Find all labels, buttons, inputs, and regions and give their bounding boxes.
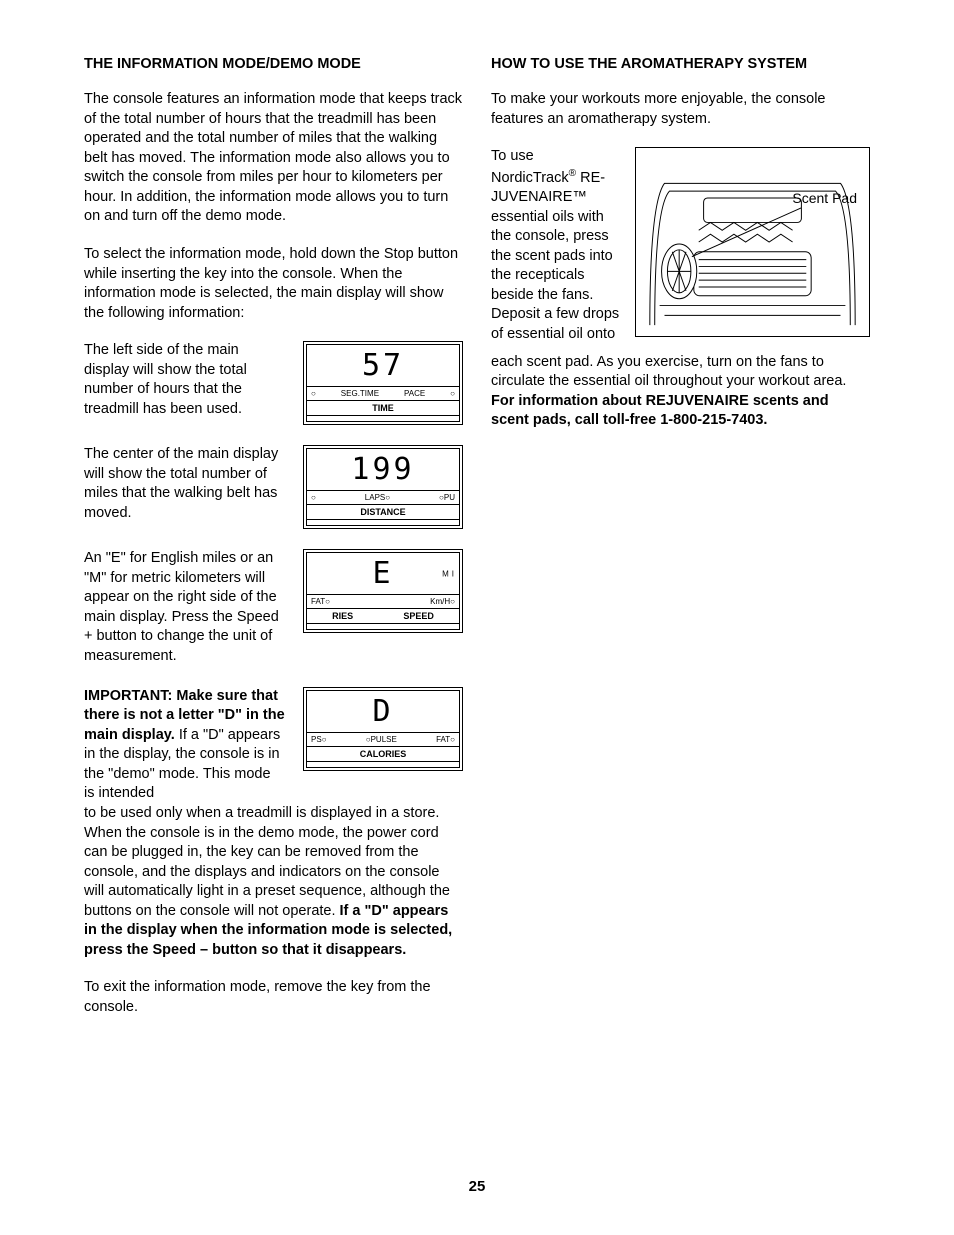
right-column: HOW TO USE THE AROMATHERAPY SYSTEM To ma… xyxy=(491,56,870,1036)
lcd3-left: FAT xyxy=(311,597,325,606)
aroma-text: To use NordicTrack® RE-JUVENAIRE™ essent… xyxy=(491,147,621,344)
left-p2: To select the information mode, hold dow… xyxy=(84,245,463,323)
lcd-calories: D PS○ ○PULSE FAT○ CALORIES xyxy=(303,687,463,771)
lcd-time-value: 57 xyxy=(362,348,404,383)
p-cont1: to be used only when a treadmill is disp… xyxy=(84,805,450,919)
info-row-demo: IMPORTANT: Make sure that there is not a… xyxy=(84,687,463,804)
aroma-row: To use NordicTrack® RE-JUVENAIRE™ essent… xyxy=(491,147,870,344)
left-heading: THE INFORMATION MODE/DEMO MODE xyxy=(84,56,463,72)
p-after-bold: For information about REJUVENAIRE scents… xyxy=(491,393,829,429)
lcd-time: 57 ○ SEG.TIME PACE ○ TIME xyxy=(303,341,463,425)
left-p1: The console features an information mode… xyxy=(84,90,463,227)
page-content: THE INFORMATION MODE/DEMO MODE The conso… xyxy=(0,0,954,1036)
row4-text: IMPORTANT: Make sure that there is not a… xyxy=(84,687,285,804)
lcd-distance-value: 199 xyxy=(351,452,414,487)
lcd4-right: FAT xyxy=(436,735,450,744)
lcd-speed: E MI FAT○ Km/H○ RIES SPEED xyxy=(303,549,463,633)
lcd2-main: DISTANCE xyxy=(307,505,459,519)
lcd3-main-right: SPEED xyxy=(403,611,434,621)
dot-icon: ○ xyxy=(450,389,455,398)
lcd-cal-value: D xyxy=(372,694,393,729)
lcd3-main-left: RIES xyxy=(332,611,353,621)
dot-icon: ○ xyxy=(311,389,316,398)
lcd4-mid: PULSE xyxy=(371,735,397,744)
lcd2-right: PU xyxy=(444,493,455,502)
right-heading: HOW TO USE THE AROMATHERAPY SYSTEM xyxy=(491,56,870,72)
scent-pad-figure: Scent Pad xyxy=(635,147,870,337)
demo-continuation: to be used only when a treadmill is disp… xyxy=(84,804,463,961)
lcd3-right: Km/H xyxy=(430,597,450,606)
row3-text: An "E" for English miles or an "M" for m… xyxy=(84,549,285,666)
lcd2-mid: LAPS xyxy=(365,493,385,502)
p-after: each scent pad. As you exercise, turn on… xyxy=(491,354,846,390)
lcd1-main: TIME xyxy=(307,401,459,415)
row2-text: The center of the main display will show… xyxy=(84,445,285,523)
lcd1-right-label: PACE xyxy=(404,389,425,398)
console-illustration-icon xyxy=(642,154,863,330)
lcd4-left: PS xyxy=(311,735,322,744)
lcd1-left-label: SEG.TIME xyxy=(341,389,379,398)
left-column: THE INFORMATION MODE/DEMO MODE The conso… xyxy=(84,56,463,1036)
info-row-units: An "E" for English miles or an "M" for m… xyxy=(84,549,463,666)
info-row-miles: The center of the main display will show… xyxy=(84,445,463,529)
lcd4-main: CALORIES xyxy=(307,747,459,761)
lcd3-side: MI xyxy=(442,569,457,578)
info-row-hours: The left side of the main display will s… xyxy=(84,341,463,425)
lcd-speed-value: E xyxy=(372,556,393,591)
page-number: 25 xyxy=(0,1178,954,1195)
right-p1: To make your workouts more enjoyable, th… xyxy=(491,90,870,129)
exit-text: To exit the information mode, remove the… xyxy=(84,978,463,1017)
row1-text: The left side of the main display will s… xyxy=(84,341,285,419)
aroma-after: each scent pad. As you exercise, turn on… xyxy=(491,353,870,431)
lcd-distance: 199 ○ LAPS○ ○PU DISTANCE xyxy=(303,445,463,529)
scent-pad-label: Scent Pad xyxy=(792,190,857,207)
